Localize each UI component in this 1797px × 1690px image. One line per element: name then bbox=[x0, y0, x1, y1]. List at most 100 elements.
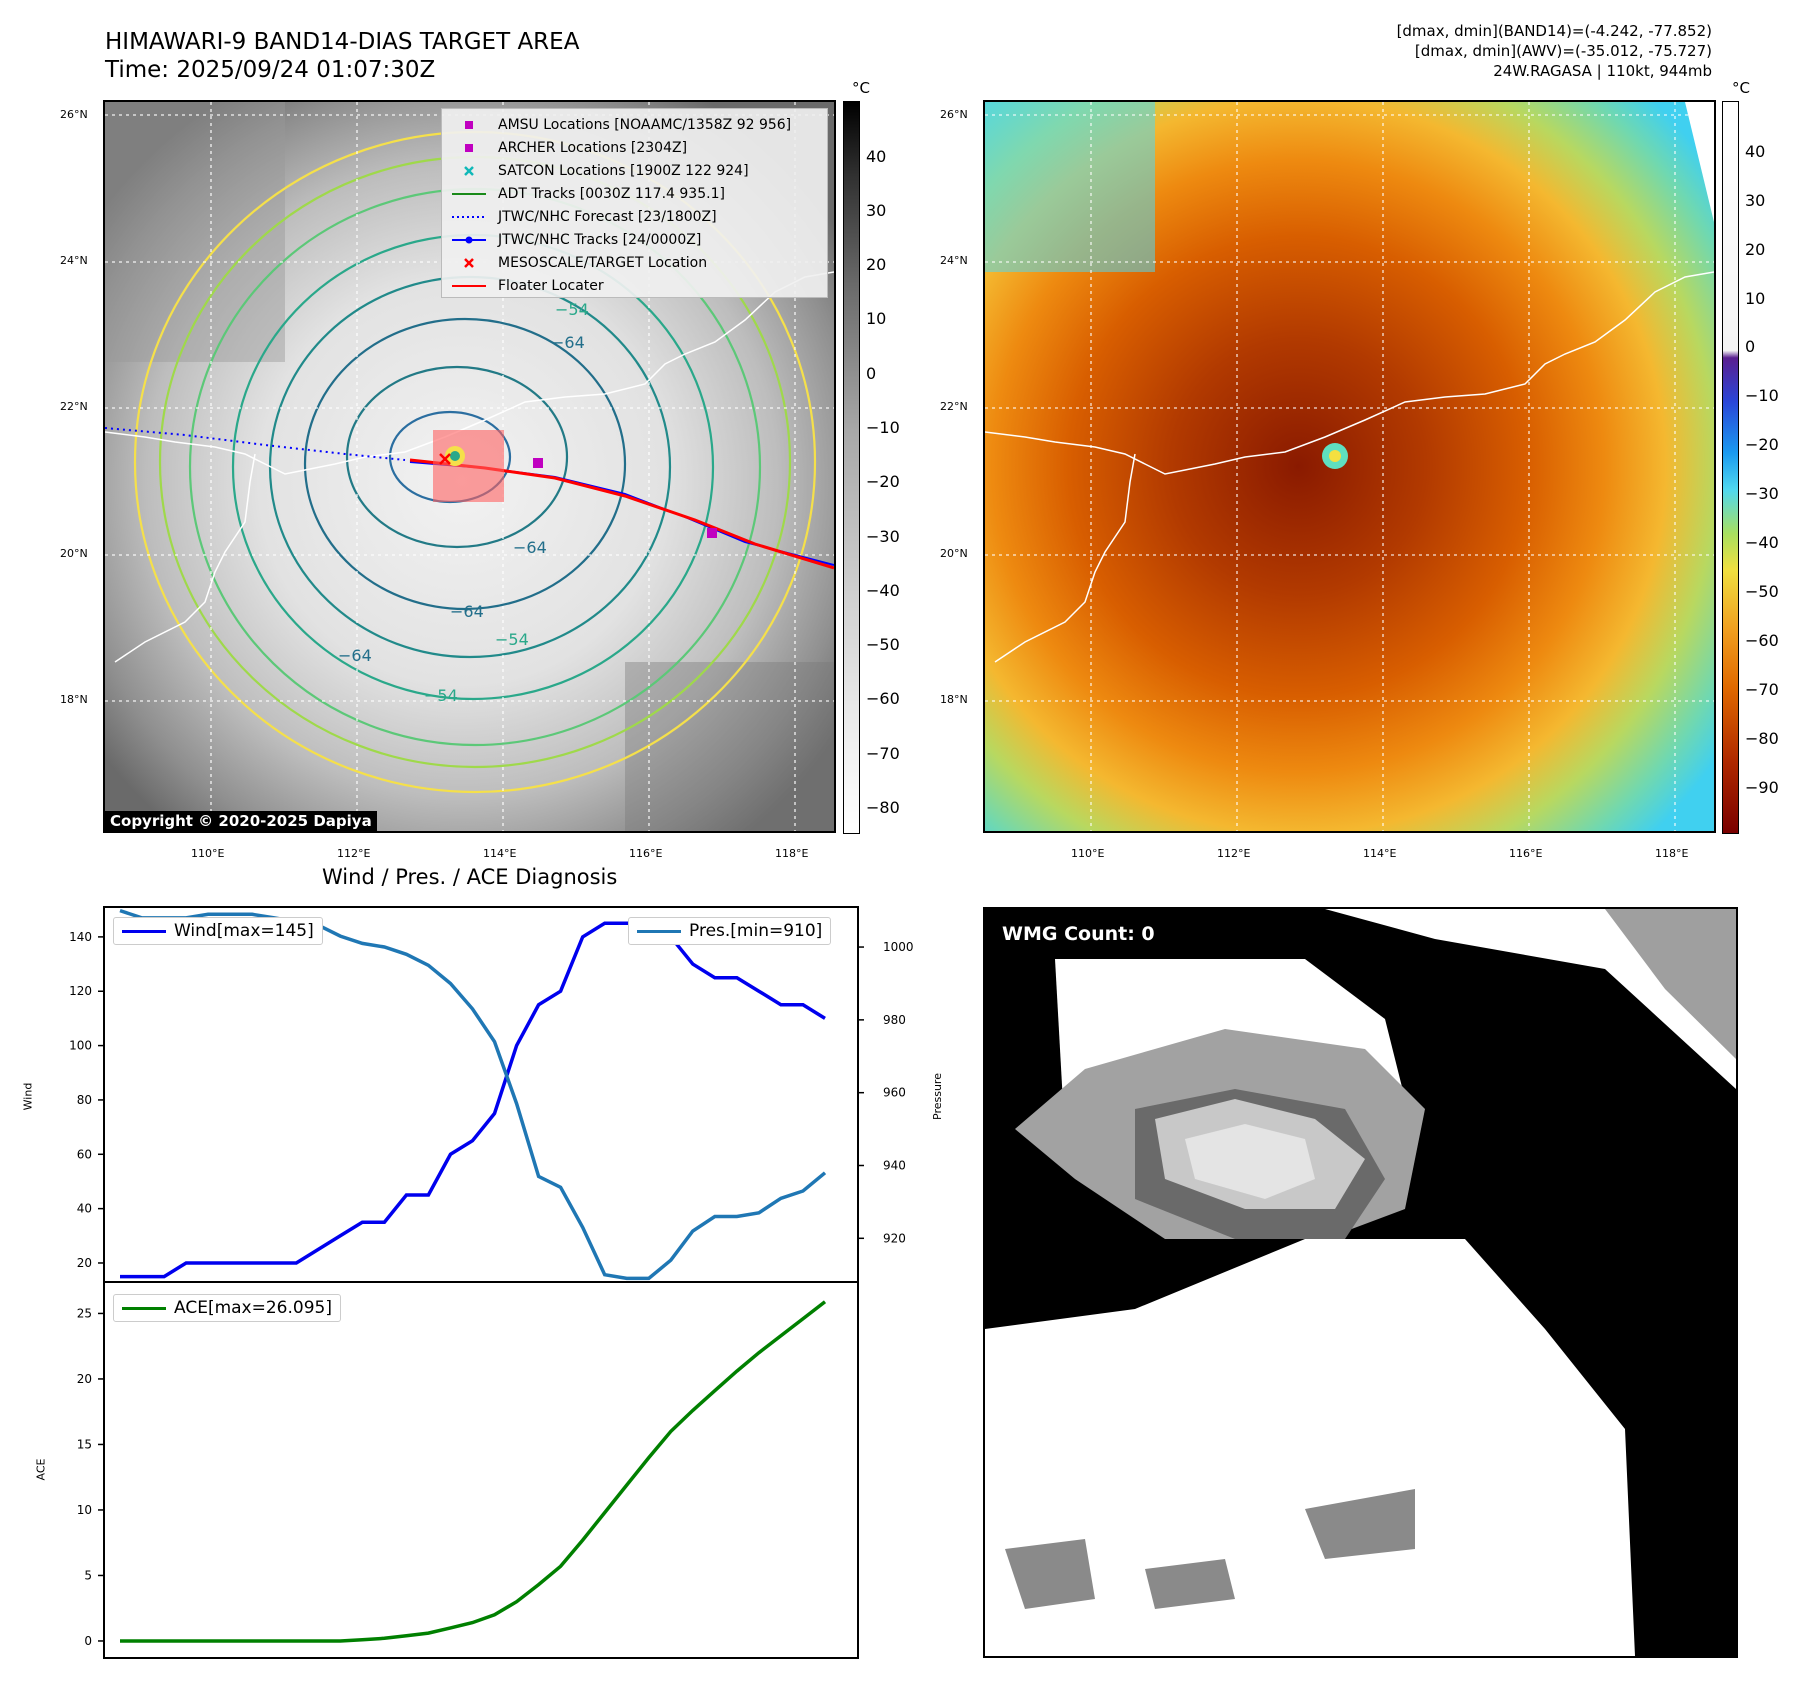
lat-tick: 26°N bbox=[60, 108, 88, 121]
pressure-axis-label: Pressure bbox=[930, 1073, 944, 1120]
colorbar-tick: −60 bbox=[866, 689, 900, 708]
wind-legend: Wind[max=145] bbox=[113, 917, 323, 945]
legend-item-archer: ARCHER Locations [2304Z] bbox=[450, 136, 819, 159]
lon-tick: 114°E bbox=[1363, 847, 1397, 860]
lon-tick: 116°E bbox=[1509, 847, 1543, 860]
colorbar-unit: °C bbox=[852, 79, 870, 97]
lat-tick: 20°N bbox=[940, 547, 968, 560]
colorbar-tick: −30 bbox=[866, 527, 900, 546]
colorbar-tick: −80 bbox=[1745, 729, 1779, 748]
legend-item-adt: ADT Tracks [0030Z 117.4 935.1] bbox=[452, 185, 725, 202]
contour-label: −64 bbox=[338, 646, 372, 665]
legend-item-tracks: JTWC/NHC Tracks [24/0000Z] bbox=[450, 228, 819, 251]
axis-tick-label: 20 bbox=[77, 1372, 92, 1386]
colorbar-tick: −70 bbox=[1745, 680, 1779, 699]
figure-title: HIMAWARI-9 BAND14-DIAS TARGET AREA bbox=[105, 29, 580, 55]
colorbar-tick: 0 bbox=[866, 364, 877, 383]
wmg-image bbox=[985, 909, 1736, 1656]
colorbar-tick: −80 bbox=[866, 798, 900, 817]
axis-tick-label: 120 bbox=[69, 984, 92, 998]
band14-colorbar bbox=[843, 101, 860, 834]
band14-range: [dmax, dmin](BAND14)=(-4.242, -77.852) bbox=[1396, 22, 1712, 40]
axis-tick-label: 80 bbox=[77, 1093, 92, 1107]
ace-legend: ACE[max=26.095] bbox=[113, 1294, 341, 1322]
axis-tick-label: 40 bbox=[77, 1202, 92, 1216]
colorbar-tick: 20 bbox=[1745, 240, 1766, 259]
lon-tick: 110°E bbox=[191, 847, 225, 860]
colorbar-tick: −70 bbox=[866, 744, 900, 763]
axis-tick-label: 25 bbox=[77, 1306, 92, 1320]
axis-tick-label: 5 bbox=[84, 1568, 92, 1582]
ace-axis-label: ACE bbox=[34, 1458, 48, 1481]
lon-tick: 116°E bbox=[629, 847, 663, 860]
lat-tick: 22°N bbox=[60, 400, 88, 413]
pressure-legend-swatch bbox=[637, 929, 681, 933]
axis-tick-label: 15 bbox=[77, 1437, 92, 1451]
colorbar-tick: −20 bbox=[866, 472, 900, 491]
axis-tick-label: 1000 bbox=[883, 940, 914, 954]
contour-label: −54 bbox=[555, 300, 589, 319]
colorbar-unit: °C bbox=[1732, 79, 1750, 97]
legend-item-amsu: AMSU Locations [NOAAMC/1358Z 92 956] bbox=[450, 113, 819, 136]
contour-label: −64 bbox=[450, 602, 484, 621]
axis-tick-label: 940 bbox=[883, 1158, 906, 1172]
figure-time: Time: 2025/09/24 01:07:30Z bbox=[105, 57, 436, 83]
axis-tick-label: 100 bbox=[69, 1039, 92, 1053]
lat-tick: 22°N bbox=[940, 400, 968, 413]
awv-colorbar bbox=[1722, 101, 1739, 834]
colorbar-tick: 0 bbox=[1745, 337, 1756, 356]
wind-axis-label: Wind bbox=[21, 1082, 35, 1111]
axis-tick-label: 20 bbox=[77, 1256, 92, 1270]
colorbar-tick: −60 bbox=[1745, 631, 1779, 650]
lat-tick: 24°N bbox=[60, 254, 88, 267]
axis-tick-label: 10 bbox=[77, 1503, 92, 1517]
axis-tick-label: 60 bbox=[77, 1147, 92, 1161]
lat-tick: 18°N bbox=[60, 693, 88, 706]
map-legend: AMSU Locations [NOAAMC/1358Z 92 956] ARC… bbox=[441, 108, 828, 298]
axis-tick-label: 0 bbox=[84, 1634, 92, 1648]
axis-tick-label: 960 bbox=[883, 1086, 906, 1100]
pressure-legend: Pres.[min=910] bbox=[628, 917, 832, 945]
wind-series-line bbox=[120, 921, 826, 1279]
ace-series-line bbox=[120, 1300, 827, 1643]
wind-legend-swatch bbox=[122, 929, 166, 933]
legend-item-floater: Floater Locater bbox=[452, 277, 604, 294]
colorbar-tick: −40 bbox=[1745, 533, 1779, 552]
pressure-series-line bbox=[119, 908, 827, 1281]
awv-map bbox=[983, 100, 1716, 833]
wmg-count-label: WMG Count: 0 bbox=[996, 920, 1161, 948]
awv-range: [dmax, dmin](AWV)=(-35.012, -75.727) bbox=[1414, 42, 1712, 60]
colorbar-tick: −50 bbox=[1745, 582, 1779, 601]
colorbar-tick: −20 bbox=[1745, 435, 1779, 454]
lon-tick: 110°E bbox=[1071, 847, 1105, 860]
lat-tick: 24°N bbox=[940, 254, 968, 267]
axis-tick-label: 140 bbox=[69, 930, 92, 944]
lon-tick: 118°E bbox=[775, 847, 809, 860]
colorbar-tick: −10 bbox=[866, 418, 900, 437]
legend-item-satcon: SATCON Locations [1900Z 122 924] bbox=[450, 159, 819, 182]
colorbar-tick: 40 bbox=[866, 147, 887, 166]
colorbar-tick: −90 bbox=[1745, 778, 1779, 797]
contour-label: −64 bbox=[513, 538, 547, 557]
axis-tick-label: 980 bbox=[883, 1013, 906, 1027]
lat-tick: 20°N bbox=[60, 547, 88, 560]
ace-legend-swatch bbox=[122, 1306, 166, 1310]
ace-plot-frame bbox=[103, 1281, 859, 1659]
wind-pres-plot-frame bbox=[103, 906, 859, 1283]
lon-tick: 114°E bbox=[483, 847, 517, 860]
copyright-label: Copyright © 2020-2025 Dapiya bbox=[105, 811, 377, 831]
lon-tick: 118°E bbox=[1655, 847, 1689, 860]
legend-item-target: MESOSCALE/TARGET Location bbox=[450, 251, 819, 274]
colorbar-tick: 10 bbox=[866, 309, 887, 328]
contour-label: −54 bbox=[495, 630, 529, 649]
colorbar-tick: −50 bbox=[866, 635, 900, 654]
awv-map-image bbox=[985, 102, 1714, 831]
colorbar-tick: −30 bbox=[1745, 484, 1779, 503]
colorbar-tick: 30 bbox=[866, 201, 887, 220]
wmg-panel bbox=[983, 907, 1738, 1658]
colorbar-tick: 20 bbox=[866, 255, 887, 274]
storm-info: 24W.RAGASA | 110kt, 944mb bbox=[1493, 62, 1712, 80]
lat-tick: 18°N bbox=[940, 693, 968, 706]
colorbar-tick: 10 bbox=[1745, 289, 1766, 308]
